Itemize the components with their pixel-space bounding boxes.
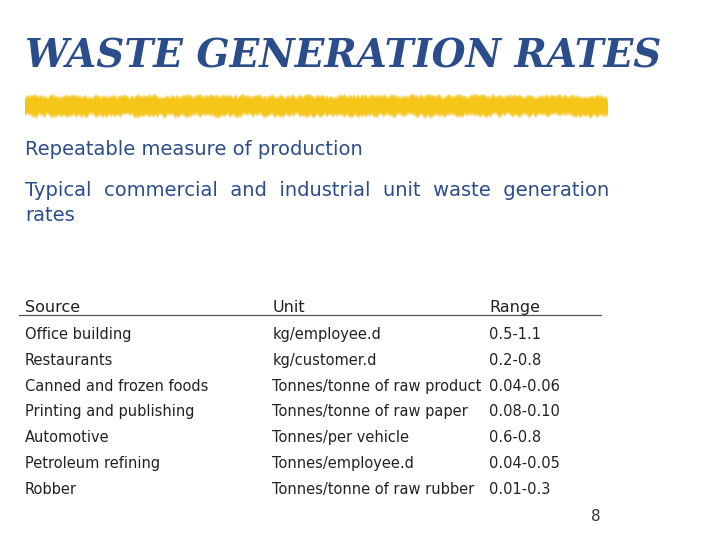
Text: 0.04-0.06: 0.04-0.06: [490, 379, 560, 394]
Text: Petroleum refining: Petroleum refining: [24, 456, 160, 471]
Text: 0.2-0.8: 0.2-0.8: [490, 353, 541, 368]
Text: Tonnes/tonne of raw rubber: Tonnes/tonne of raw rubber: [272, 482, 474, 497]
Text: Printing and publishing: Printing and publishing: [24, 404, 194, 420]
Text: Tonnes/per vehicle: Tonnes/per vehicle: [272, 430, 410, 445]
Text: Robber: Robber: [24, 482, 77, 497]
Text: Repeatable measure of production: Repeatable measure of production: [24, 140, 363, 159]
Text: Unit: Unit: [272, 300, 305, 315]
Text: Automotive: Automotive: [24, 430, 109, 445]
Text: kg/employee.d: kg/employee.d: [272, 327, 382, 342]
Text: 0.04-0.05: 0.04-0.05: [490, 456, 560, 471]
Text: Office building: Office building: [24, 327, 131, 342]
Text: Tonnes/tonne of raw product: Tonnes/tonne of raw product: [272, 379, 482, 394]
Text: 8: 8: [591, 509, 600, 524]
Text: 0.08-0.10: 0.08-0.10: [490, 404, 560, 420]
Text: Restaurants: Restaurants: [24, 353, 113, 368]
Text: Canned and frozen foods: Canned and frozen foods: [24, 379, 208, 394]
Text: 0.6-0.8: 0.6-0.8: [490, 430, 541, 445]
Text: Tonnes/employee.d: Tonnes/employee.d: [272, 456, 415, 471]
Text: Source: Source: [24, 300, 80, 315]
Text: Range: Range: [490, 300, 540, 315]
Text: WASTE GENERATION RATES: WASTE GENERATION RATES: [24, 38, 661, 76]
Text: 0.5-1.1: 0.5-1.1: [490, 327, 541, 342]
Text: Tonnes/tonne of raw paper: Tonnes/tonne of raw paper: [272, 404, 468, 420]
Text: Typical  commercial  and  industrial  unit  waste  generation
rates: Typical commercial and industrial unit w…: [24, 181, 609, 225]
Text: kg/customer.d: kg/customer.d: [272, 353, 377, 368]
Text: 0.01-0.3: 0.01-0.3: [490, 482, 551, 497]
